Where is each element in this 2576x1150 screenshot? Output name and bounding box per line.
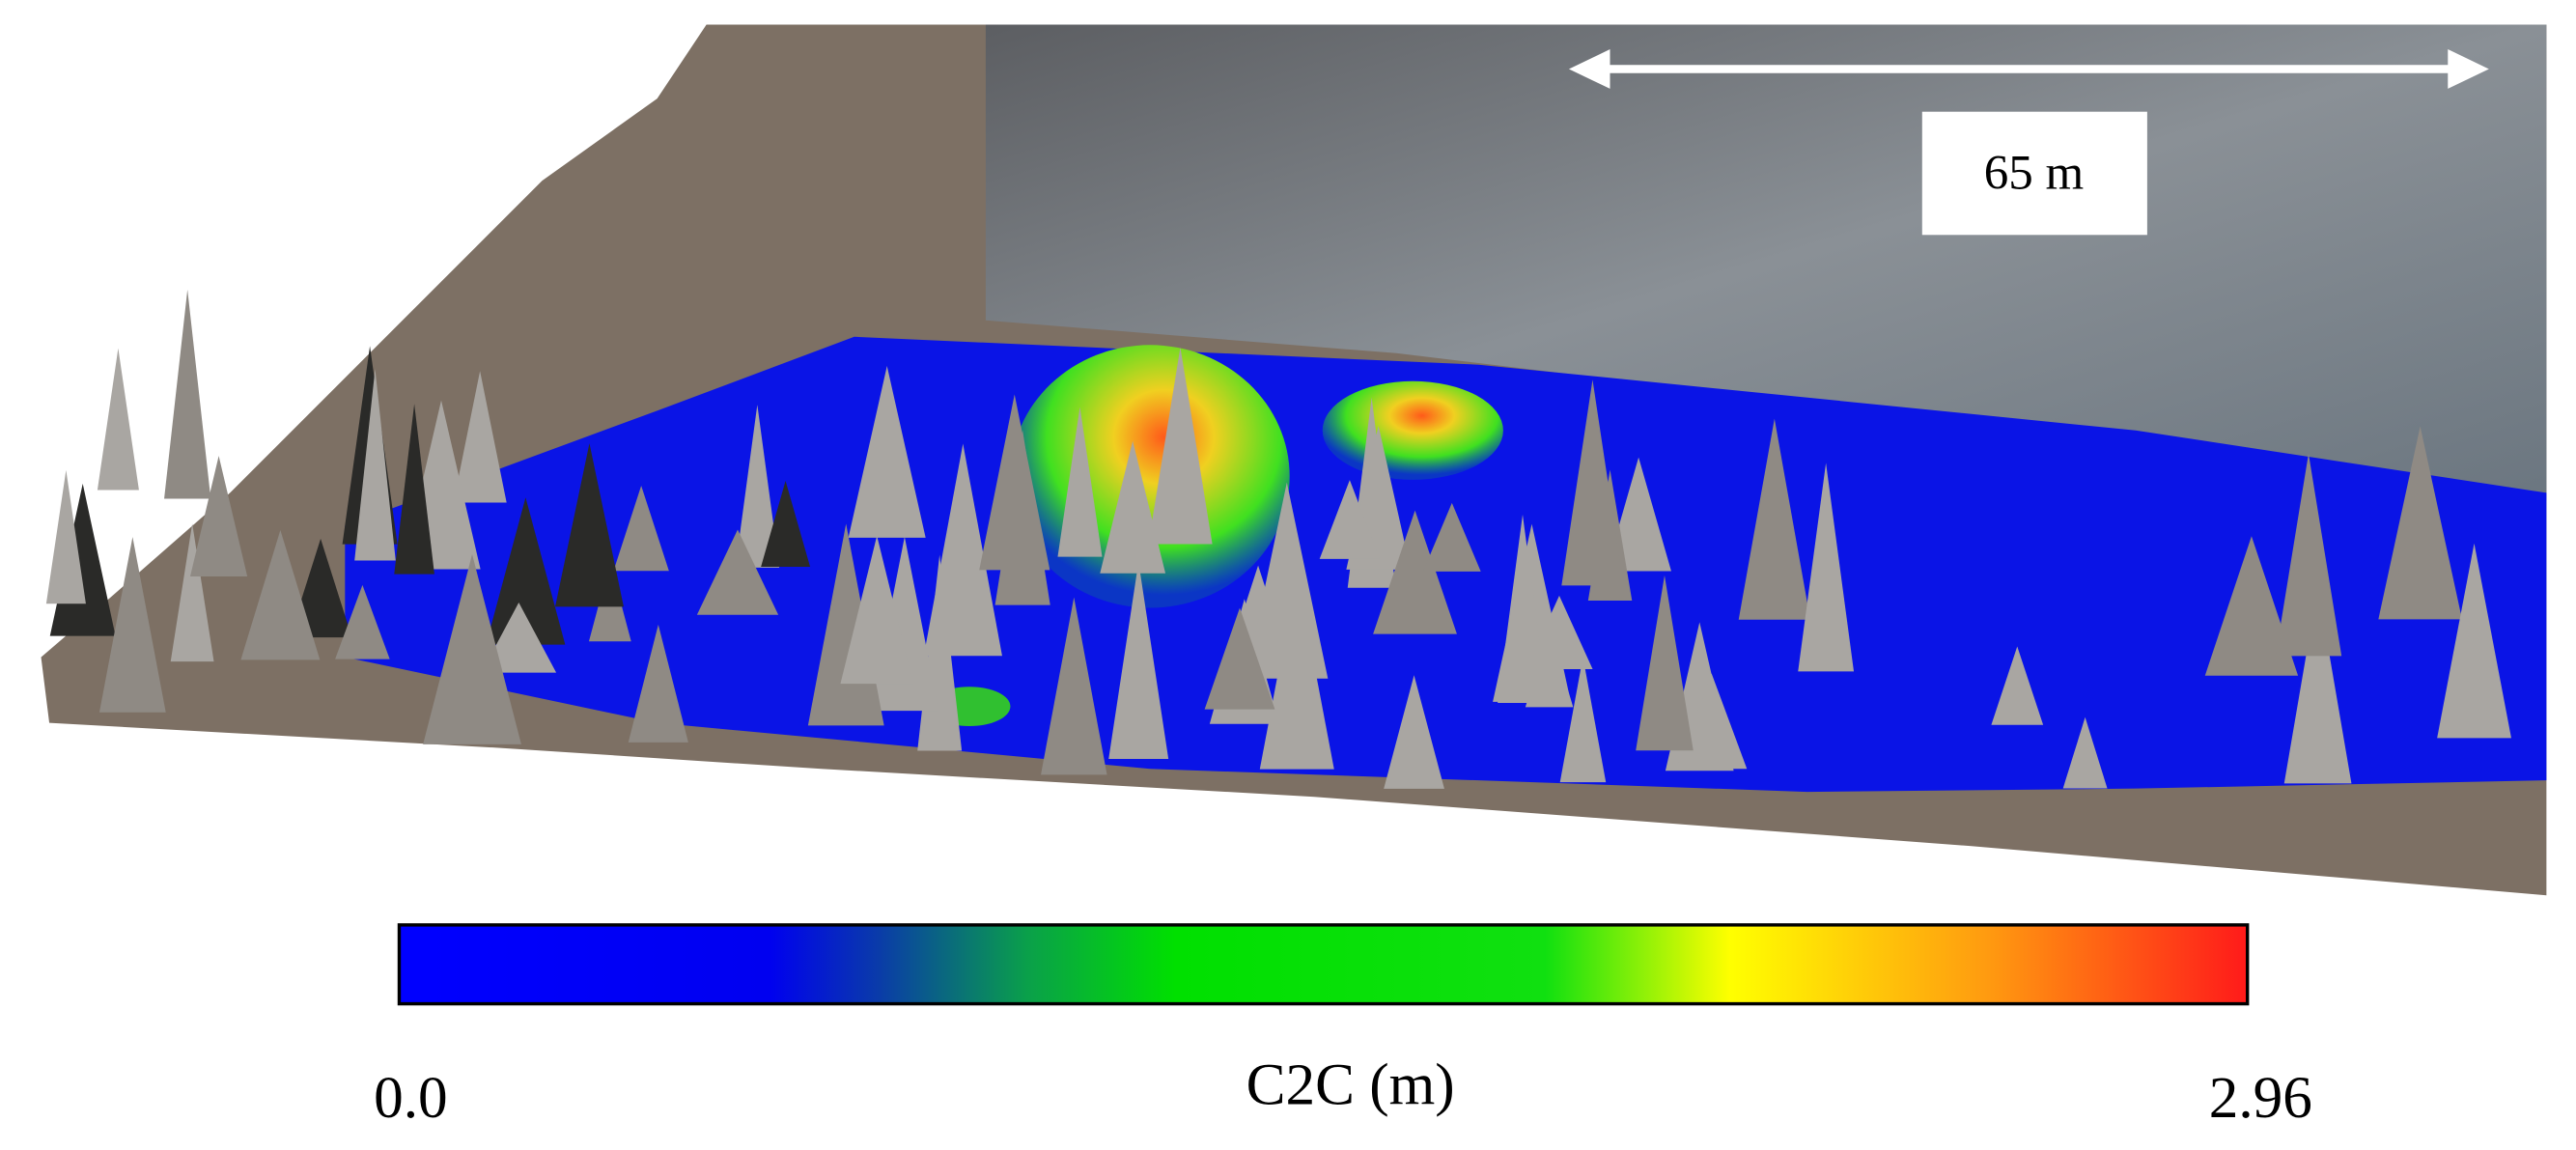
colorbar: 0.0 C2C (m) 2.96 [374, 923, 2312, 1131]
tree [1319, 480, 1381, 559]
scale-label: 65 m [1984, 147, 2084, 201]
colorbar-max: 2.96 [2209, 1065, 2312, 1131]
tree [613, 486, 669, 572]
trees [45, 289, 2511, 789]
tree [1384, 675, 1444, 789]
tree [1561, 379, 1624, 586]
tree [164, 289, 211, 499]
tree [98, 537, 166, 713]
tree [423, 553, 521, 744]
colorbar-min: 0.0 [374, 1065, 448, 1131]
tree [979, 394, 1050, 571]
tree [2062, 716, 2108, 789]
tree [1108, 561, 1169, 760]
tree [1246, 482, 1329, 679]
change-mid [1322, 380, 1503, 480]
tree [335, 584, 390, 659]
tree [696, 529, 779, 615]
tree [1422, 502, 1481, 572]
tree [354, 369, 396, 561]
colorbar-title: C2C (m) [1246, 1052, 1455, 1117]
tree [1636, 575, 1694, 751]
colorbar-ramp [397, 923, 2250, 1006]
tree [1057, 407, 1103, 557]
tree [1991, 646, 2044, 725]
tree [1798, 463, 1855, 672]
tree [923, 443, 1002, 657]
tree [189, 456, 248, 576]
tree [1676, 673, 1748, 770]
tree [2204, 536, 2299, 676]
tree [45, 469, 86, 604]
tree [97, 348, 139, 491]
point-cloud [41, 24, 2547, 896]
tree [2437, 543, 2511, 739]
tree [840, 535, 914, 685]
tree [735, 405, 780, 568]
tree [1526, 595, 1593, 670]
tree [628, 624, 688, 743]
tree [1559, 657, 1607, 783]
tree [394, 404, 434, 575]
arrow-head-left [1568, 49, 1610, 89]
rock-face [985, 24, 2547, 501]
tree [761, 481, 811, 568]
tree [1204, 607, 1275, 710]
scale-box [1921, 111, 2147, 236]
tree [848, 366, 926, 538]
tree [1738, 418, 1810, 620]
tree [2378, 426, 2462, 620]
tree [2275, 453, 2342, 657]
tree [555, 443, 624, 607]
arrow-head-right [2448, 49, 2489, 89]
tree [481, 603, 557, 673]
tree [240, 530, 321, 660]
tree [170, 523, 214, 662]
tree [2283, 586, 2352, 784]
tree [1041, 597, 1107, 775]
tree [1148, 347, 1213, 545]
tree [486, 497, 566, 645]
scale-bar: 65 m [1568, 49, 2489, 236]
tree [1373, 510, 1457, 634]
tree [453, 371, 507, 503]
